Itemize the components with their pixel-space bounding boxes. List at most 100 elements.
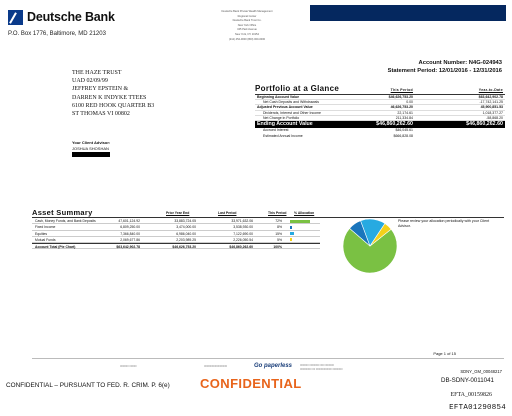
asset-prior-year-end: 7,366,840.00 bbox=[120, 231, 140, 236]
asset-last-period: 6,986,040.00 bbox=[176, 231, 196, 236]
footer-ids: SDNY_GM_00048217 bbox=[460, 369, 502, 375]
asset-row: Equities 7,366,840.00 6,986,040.00 7,122,69… bbox=[32, 231, 320, 237]
statement-period-value: 12/01/2016 - 12/31/2016 bbox=[438, 68, 502, 74]
address-line: ST THOMAS VI 00802 bbox=[72, 111, 130, 118]
portfolio-row-this-period: 46,626,753.20 bbox=[390, 105, 413, 110]
asset-row: Fixed Income 6,809,250.00 3,474,000.00 3,53… bbox=[32, 224, 320, 231]
portfolio-row-label: Beginning Account Value bbox=[257, 95, 300, 99]
asset-name: Cash, Money Funds, and Bank Deposits bbox=[35, 219, 96, 223]
allocation-color-swatch bbox=[290, 232, 295, 236]
mailing-address: THE HAZE TRUST UAD 02/09/99 JEFFREY EPSTEI… bbox=[72, 69, 154, 118]
portfolio-row-this-period: 211,334.84 bbox=[395, 115, 413, 120]
portfolio-row-label: Net Change in Portfolio bbox=[263, 115, 300, 120]
portfolio-row: Net Cash Deposits and Withdrawals 0.00 -17… bbox=[255, 100, 505, 106]
col-last-period: Last Period bbox=[218, 211, 237, 215]
account-number: Account Number: N4G-024943 bbox=[419, 60, 502, 66]
asset-last-period: 3,474,000.00 bbox=[176, 225, 196, 230]
portfolio-row-year-to-date: 1,018,377.27 bbox=[482, 110, 503, 115]
office-address-line: 345 Park Avenue bbox=[237, 28, 257, 32]
asset-prior-year-end: 6,809,250.00 bbox=[120, 225, 140, 230]
office-address-line: Deutsche Bank Trust Co. bbox=[232, 19, 262, 23]
asset-total-prior-year-end: $63,642,902.78 bbox=[116, 245, 140, 250]
asset-allocation-pct: 15% bbox=[275, 231, 282, 236]
portfolio-extra-label: Estimated Annual Income bbox=[263, 133, 303, 138]
col-this-period: This Period bbox=[268, 211, 287, 215]
portfolio-extra-row: Estimated Annual Income $666,828.08 bbox=[255, 134, 505, 139]
asset-summary-title: Asset Summary bbox=[32, 208, 93, 217]
asset-summary-rule bbox=[32, 217, 504, 218]
footer-small-right-2: 00000000 00 00000000000 0000000 bbox=[300, 368, 343, 371]
portfolio-row-year-to-date: 45,900,851.53 bbox=[480, 105, 503, 110]
portfolio-extra-rows: Accrued Interest $46,045.61 Estimated Annu… bbox=[255, 128, 505, 138]
footer-small-right-1: 000000 0000000 000 000000 bbox=[300, 364, 334, 367]
portfolio-title: Portfolio at a Glance This Period Year-t… bbox=[255, 84, 505, 95]
asset-last-period: 33,883,724.05 bbox=[174, 219, 196, 223]
allocation-color-swatch bbox=[290, 225, 293, 229]
footer-small-mid: 0000000000000000 bbox=[204, 365, 228, 368]
portfolio-row-year-to-date: $63,642,902.78 bbox=[478, 95, 503, 99]
portfolio-at-a-glance: Portfolio at a Glance This Period Year-t… bbox=[255, 84, 505, 139]
footer-small-left: 000000 00000 bbox=[120, 365, 137, 368]
col-this-period: This Period bbox=[390, 88, 413, 92]
portfolio-extra-row: Accrued Interest $46,045.61 bbox=[255, 128, 505, 133]
office-address-line: (212) 454-0000 (800) 000-0000 bbox=[228, 37, 266, 41]
col-prior-year-end: Prior Year End bbox=[166, 211, 190, 215]
address-line: THE HAZE TRUST bbox=[72, 70, 122, 76]
portfolio-extra-value: $666,828.08 bbox=[393, 133, 413, 138]
asset-total-pct: 100% bbox=[273, 245, 282, 250]
portfolio-row-year-to-date: -58,868.20 bbox=[486, 115, 503, 120]
portfolio-row-label: Net Cash Deposits and Withdrawals bbox=[263, 100, 320, 105]
office-address-block: Deutsche Bank Private Wealth Management R… bbox=[192, 10, 302, 42]
allocation-pie-chart bbox=[342, 218, 398, 274]
portfolio-rows: Beginning Account Value $46,626,753.20 $63… bbox=[255, 95, 505, 121]
asset-total-label: Account Total (Pie Chart) bbox=[35, 245, 76, 250]
ending-account-value-row: Ending Account Value $46,860,262.60 $46,… bbox=[255, 120, 505, 129]
portfolio-row-year-to-date: -17,742,141.25 bbox=[479, 100, 503, 105]
ending-label: Ending Account Value bbox=[257, 120, 313, 127]
header-bar bbox=[310, 5, 506, 21]
grand-jury-notice: CONFIDENTIAL – PURSUANT TO FED. R. CRIM.… bbox=[6, 382, 170, 389]
bank-name: Deutsche Bank bbox=[27, 10, 115, 24]
account-number-value: N4G-024943 bbox=[468, 60, 502, 66]
asset-this-period: 7,122,690.00 bbox=[233, 231, 253, 236]
portfolio-row-this-period: 22,174.61 bbox=[397, 110, 413, 115]
asset-allocation-pct: 8% bbox=[277, 225, 282, 230]
portfolio-row: Beginning Account Value $46,626,753.20 $63… bbox=[255, 95, 505, 101]
asset-allocation-pct: 5% bbox=[277, 237, 282, 242]
account-number-label: Account Number: bbox=[418, 60, 468, 66]
asset-prior-year-end: 2,069,677.86 bbox=[120, 237, 140, 242]
portfolio-row: Adjusted Previous Account Value 46,626,75… bbox=[255, 105, 505, 111]
office-address-line: Deutsche Bank Private Wealth Management bbox=[221, 10, 273, 13]
portfolio-extra-value: $46,045.61 bbox=[395, 128, 413, 133]
client-advisor: Your Client Advisor: JOSHUA SHOSHAN bbox=[72, 140, 110, 158]
ending-this-period: $46,860,262.60 bbox=[376, 120, 413, 127]
footer-id-1: SDNY_GM_00048217 bbox=[460, 369, 502, 374]
portfolio-row-this-period: 0.00 bbox=[406, 100, 413, 105]
asset-name: Mutual Funds bbox=[35, 237, 56, 242]
bank-address: P.O. Box 1776, Baltimore, MD 21203 bbox=[8, 31, 106, 37]
confidential-stamp: CONFIDENTIAL bbox=[200, 376, 302, 391]
go-paperless: Go paperless bbox=[254, 363, 293, 369]
asset-allocation-pct: 72% bbox=[275, 219, 282, 223]
pie-slice bbox=[342, 227, 398, 274]
statement-period-label: Statement Period: bbox=[387, 68, 438, 74]
efta-small-id: EFTA_00159826 bbox=[450, 392, 492, 398]
col-allocation: % Allocation bbox=[294, 211, 315, 215]
client-advisor-name: JOSHUA SHOSHAN bbox=[72, 146, 109, 151]
footer-rule bbox=[32, 358, 504, 359]
asset-this-period: 2,226,050.54 bbox=[233, 237, 253, 242]
asset-name: Fixed Income bbox=[35, 225, 56, 230]
office-address-line: New York, NY 10154 bbox=[235, 32, 259, 36]
portfolio-row-label: Adjusted Previous Account Value bbox=[257, 105, 313, 110]
portfolio-extra-label: Accrued Interest bbox=[263, 128, 289, 133]
allocation-color-swatch bbox=[290, 219, 311, 223]
asset-total-last-period: $46,626,753.20 bbox=[172, 245, 196, 250]
address-line: DARREN K INDYKE TTEES bbox=[72, 94, 147, 101]
portfolio-row: Net Change in Portfolio 211,334.84 -58,868… bbox=[255, 116, 505, 121]
allocation-color-swatch bbox=[290, 238, 292, 242]
portfolio-row-label: Dividends, Interest and Other Income bbox=[263, 110, 321, 115]
client-advisor-label: Your Client Advisor: bbox=[72, 140, 111, 145]
office-address-line: Regional Center bbox=[237, 14, 257, 18]
pie-slice bbox=[369, 223, 392, 247]
portfolio-row: Dividends, Interest and Other Income 22,1… bbox=[255, 111, 505, 116]
